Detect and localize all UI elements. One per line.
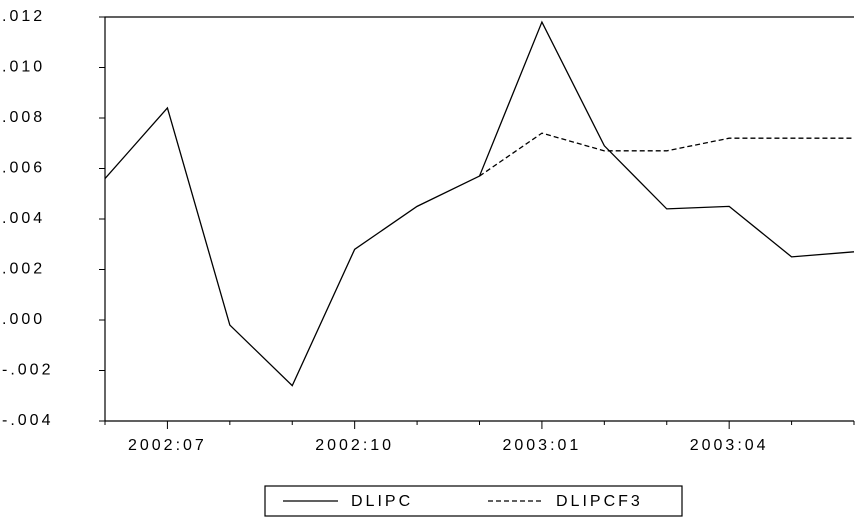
x-tick-label: 2002:10 xyxy=(315,437,394,454)
y-tick-label: .002 xyxy=(2,261,45,278)
y-tick-label: .006 xyxy=(2,160,45,177)
series-line xyxy=(479,132,854,177)
y-tick-label: .008 xyxy=(2,109,45,126)
y-tick-label: .004 xyxy=(2,210,45,227)
y-tick-label: -.004 xyxy=(2,412,53,429)
x-tick-label: 2003:04 xyxy=(690,437,769,454)
y-tick-label: .012 xyxy=(2,8,45,25)
y-tick-label: -.002 xyxy=(2,362,53,379)
y-tick-label: .010 xyxy=(2,59,45,76)
x-tick-label: 2003:01 xyxy=(502,437,581,454)
x-tick-label: 2002:07 xyxy=(128,437,207,454)
legend-label: DLIPCF3 xyxy=(556,493,643,510)
plot-frame xyxy=(104,16,854,421)
series-line xyxy=(104,20,855,387)
legend-label: DLIPC xyxy=(351,493,413,510)
y-tick-label: .000 xyxy=(2,311,45,328)
